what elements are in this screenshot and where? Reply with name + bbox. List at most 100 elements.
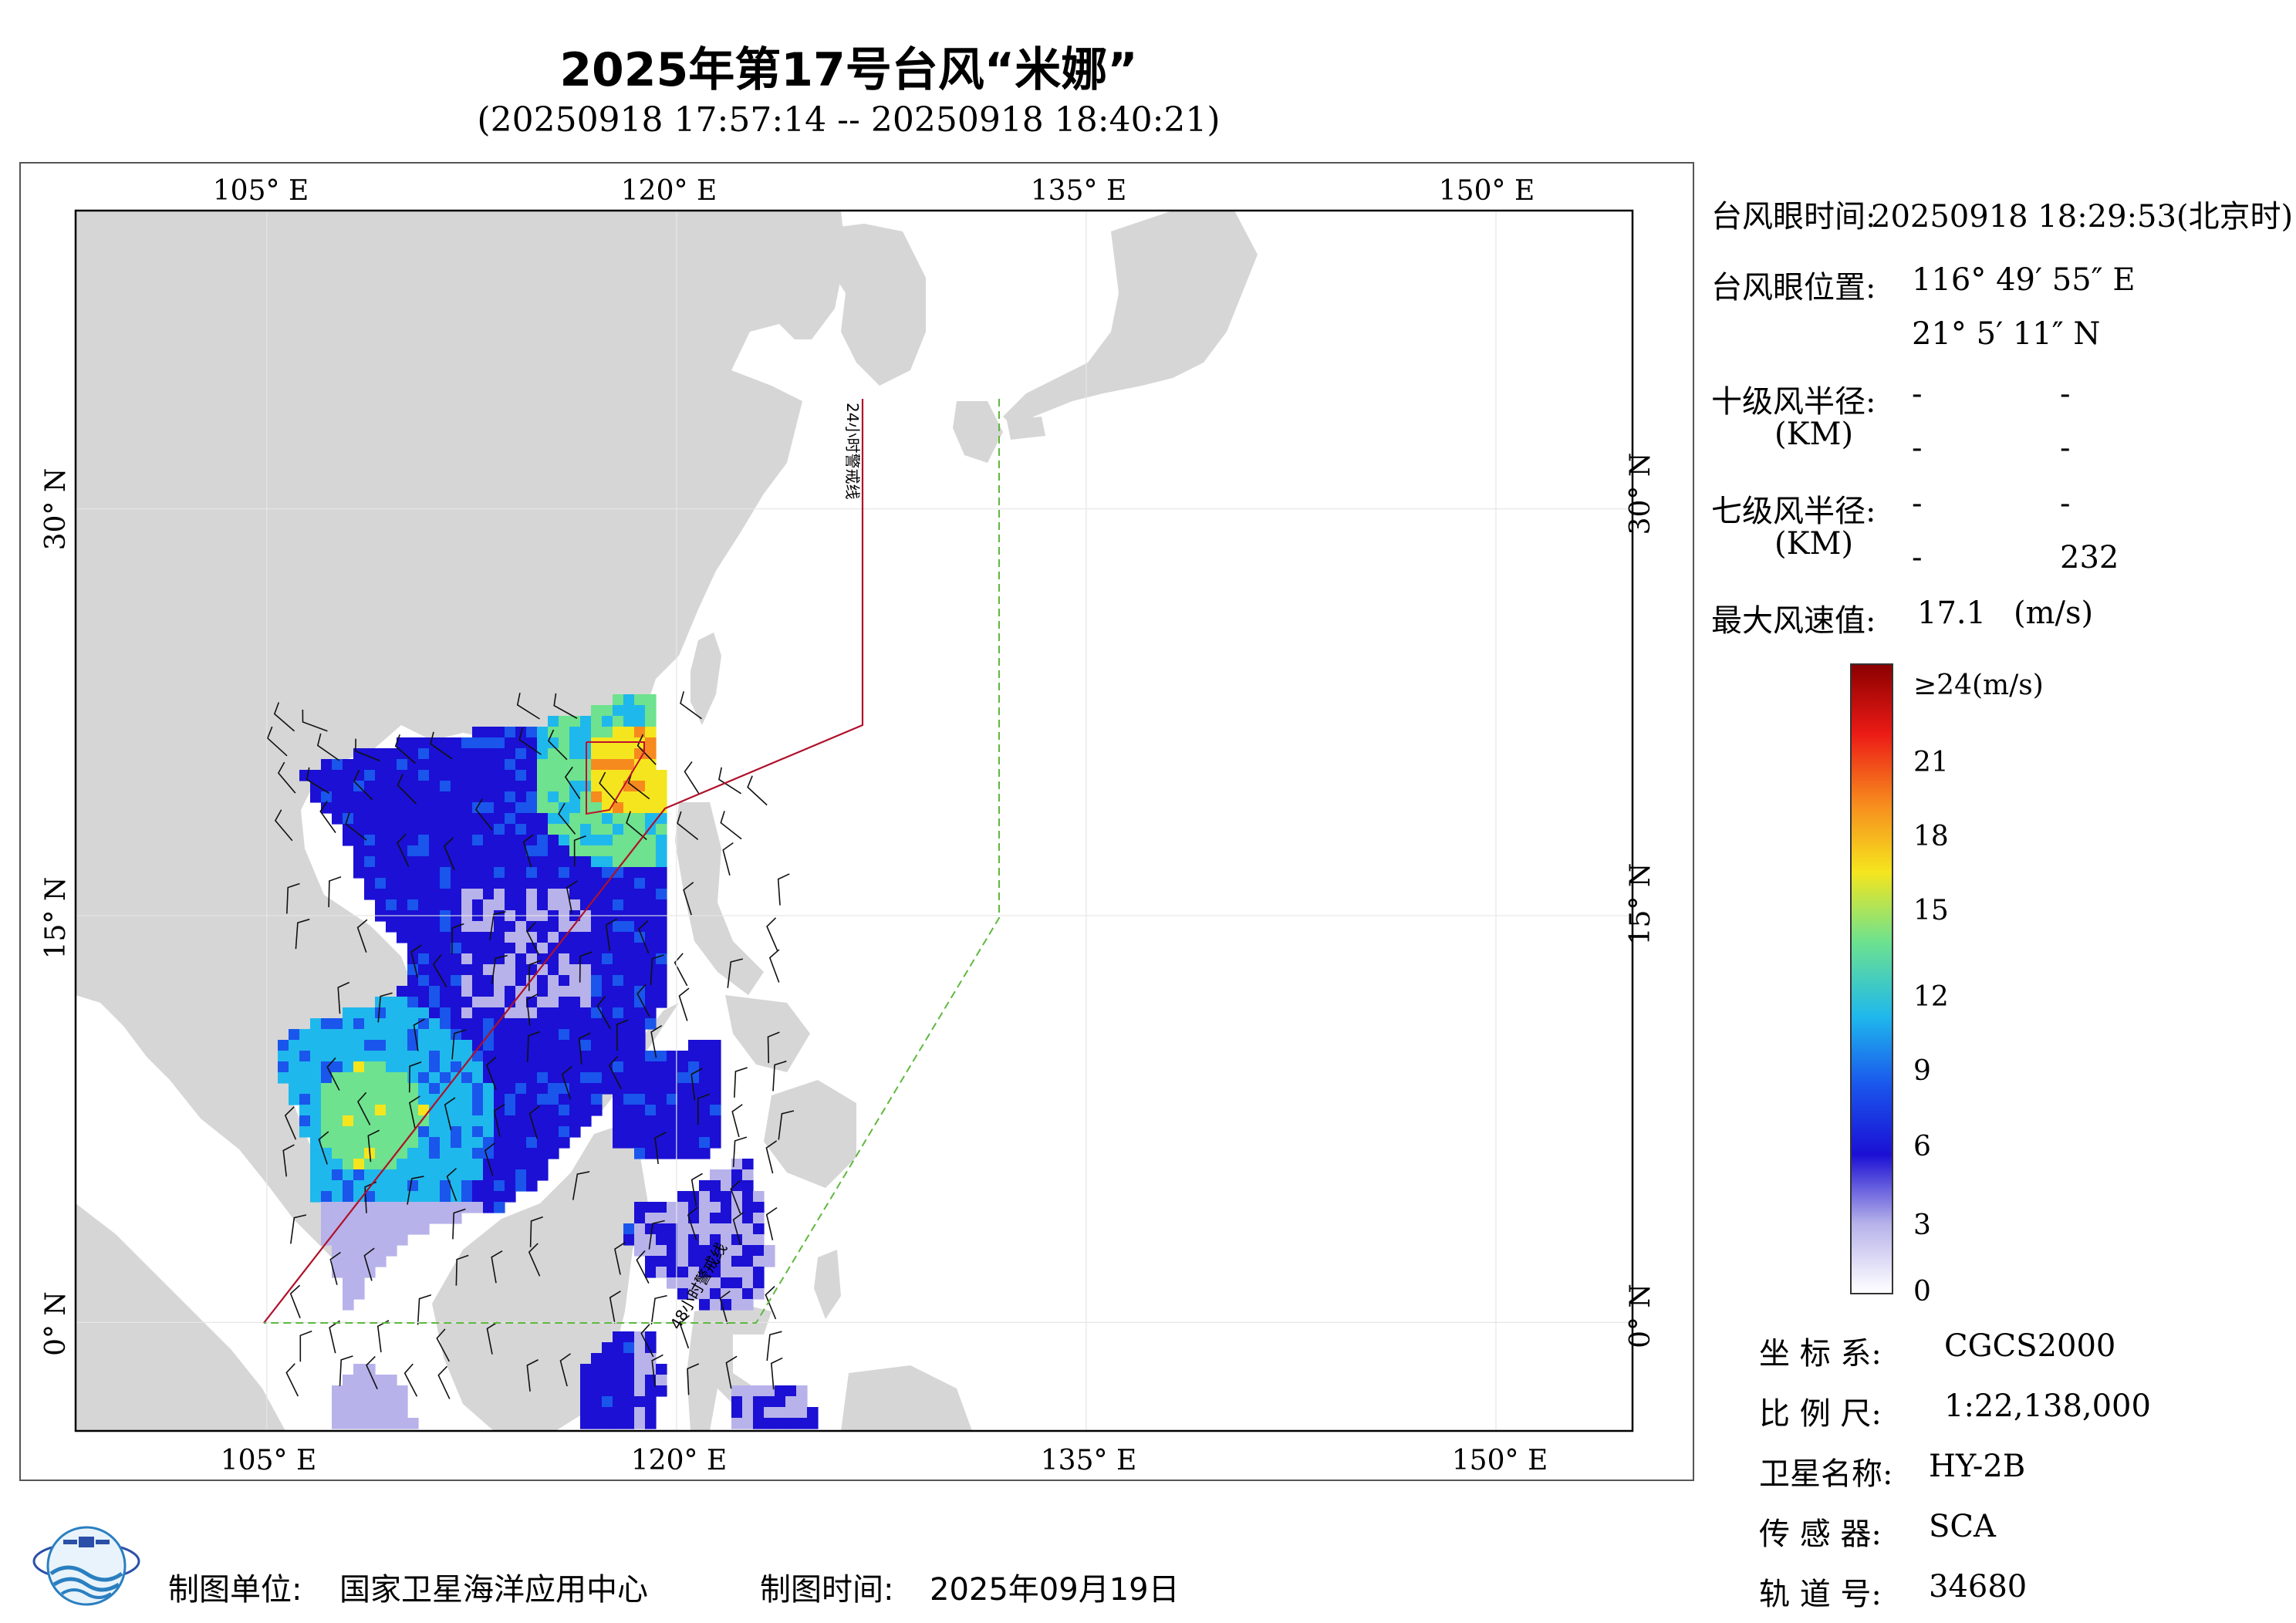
wind-cell bbox=[451, 899, 462, 911]
wind-cell bbox=[343, 1180, 354, 1192]
wind-cell bbox=[645, 953, 657, 965]
wind-cell bbox=[483, 737, 495, 749]
wind-cell bbox=[483, 1061, 495, 1073]
wind-cell bbox=[602, 997, 613, 1008]
wind-cell bbox=[494, 791, 505, 803]
wind-cell bbox=[645, 1137, 657, 1149]
wind-cell bbox=[505, 1061, 516, 1073]
wind-cell bbox=[375, 1007, 387, 1019]
wind-cell bbox=[569, 1018, 581, 1030]
r7-value-2: - bbox=[2060, 486, 2071, 521]
wind-cell bbox=[429, 889, 441, 900]
wind-cell bbox=[548, 1051, 559, 1062]
wind-cell bbox=[375, 878, 387, 889]
wind-cell bbox=[386, 1234, 397, 1246]
wind-cell bbox=[418, 953, 430, 965]
wind-cell bbox=[656, 1072, 667, 1084]
wind-cell bbox=[699, 1202, 711, 1213]
wind-cell bbox=[580, 953, 592, 965]
wind-cell bbox=[461, 1072, 473, 1084]
wind-cell bbox=[440, 1180, 451, 1192]
wind-cell bbox=[386, 1169, 397, 1181]
wind-cell bbox=[483, 1083, 495, 1095]
colorbar-tick-12: 12 bbox=[1913, 981, 1949, 1013]
wind-cell bbox=[505, 1115, 516, 1127]
wind-cell bbox=[440, 770, 451, 781]
wind-cell bbox=[397, 867, 408, 879]
wind-barb bbox=[446, 1167, 458, 1202]
wind-cell bbox=[548, 932, 559, 943]
wind-cell bbox=[591, 835, 603, 846]
wind-cell bbox=[418, 986, 430, 997]
wind-cell bbox=[429, 953, 441, 965]
wind-cell bbox=[807, 1418, 819, 1429]
wind-cell bbox=[494, 1040, 505, 1051]
wind-cell bbox=[483, 1018, 495, 1030]
wind-cell bbox=[569, 1051, 581, 1062]
wind-cell bbox=[321, 1191, 333, 1203]
wind-cell bbox=[645, 878, 657, 889]
wind-cell bbox=[397, 1169, 408, 1181]
wind-cell bbox=[332, 1256, 343, 1267]
wind-cell bbox=[332, 1115, 343, 1127]
wind-barb bbox=[526, 922, 540, 956]
wind-cell bbox=[645, 737, 657, 749]
wind-cell bbox=[386, 1115, 397, 1127]
wind-cell bbox=[472, 932, 484, 943]
wind-cell bbox=[386, 1418, 397, 1429]
wind-cell bbox=[343, 791, 354, 803]
wind-cell bbox=[515, 813, 527, 825]
wind-barb bbox=[722, 842, 734, 876]
wind-cell bbox=[634, 997, 646, 1008]
wind-cell bbox=[310, 1018, 322, 1030]
wind-cell bbox=[440, 1040, 451, 1051]
wind-cell bbox=[343, 813, 354, 825]
lat-tick-right-0: 0° N bbox=[1625, 1284, 1656, 1348]
eye-time-value: 20250918 18:29:53(北京时) bbox=[1871, 199, 2294, 235]
wind-cell bbox=[451, 1018, 462, 1030]
wind-cell bbox=[731, 1407, 743, 1419]
wind-cell bbox=[569, 867, 581, 879]
wind-cell bbox=[710, 1267, 721, 1278]
wind-cell bbox=[699, 1040, 711, 1051]
wind-cell bbox=[710, 1245, 721, 1257]
wind-cell bbox=[429, 932, 441, 943]
wind-cell bbox=[775, 1418, 786, 1429]
wind-cell bbox=[364, 1418, 376, 1429]
wind-cell bbox=[397, 737, 408, 749]
wind-barb bbox=[747, 775, 768, 806]
wind-cell bbox=[591, 1418, 603, 1429]
wind-cell bbox=[397, 791, 408, 803]
wind-cell bbox=[461, 1029, 473, 1041]
colorbar-tick-3: 3 bbox=[1913, 1210, 1931, 1241]
wind-cell bbox=[537, 899, 549, 911]
wind-cell bbox=[634, 867, 646, 879]
wind-cell bbox=[645, 1051, 657, 1062]
wind-cell bbox=[613, 1083, 624, 1095]
wind-cell bbox=[613, 1396, 624, 1408]
wind-cell bbox=[580, 964, 592, 976]
wind-cell bbox=[785, 1385, 797, 1397]
wind-cell bbox=[494, 802, 505, 814]
wind-cell bbox=[440, 867, 451, 879]
wind-cell bbox=[494, 986, 505, 997]
wind-cell bbox=[386, 1094, 397, 1105]
wind-cell bbox=[623, 1051, 635, 1062]
wind-cell bbox=[505, 845, 516, 857]
wind-cell bbox=[656, 899, 667, 911]
wind-barb bbox=[678, 987, 690, 1021]
wind-cell bbox=[407, 835, 419, 846]
wind-cell bbox=[418, 1061, 430, 1073]
wind-cell bbox=[742, 1288, 754, 1300]
wind-cell bbox=[418, 781, 430, 792]
wind-cell bbox=[386, 824, 397, 835]
land-visayas bbox=[725, 995, 810, 1072]
wind-cell bbox=[418, 1115, 430, 1127]
wind-cell bbox=[623, 1396, 635, 1408]
wind-cell bbox=[483, 986, 495, 997]
wind-cell bbox=[613, 1115, 624, 1127]
wind-cell bbox=[710, 1061, 721, 1073]
wind-cell bbox=[602, 1083, 613, 1095]
wind-cell bbox=[353, 1256, 365, 1267]
wind-cell bbox=[634, 1245, 646, 1257]
